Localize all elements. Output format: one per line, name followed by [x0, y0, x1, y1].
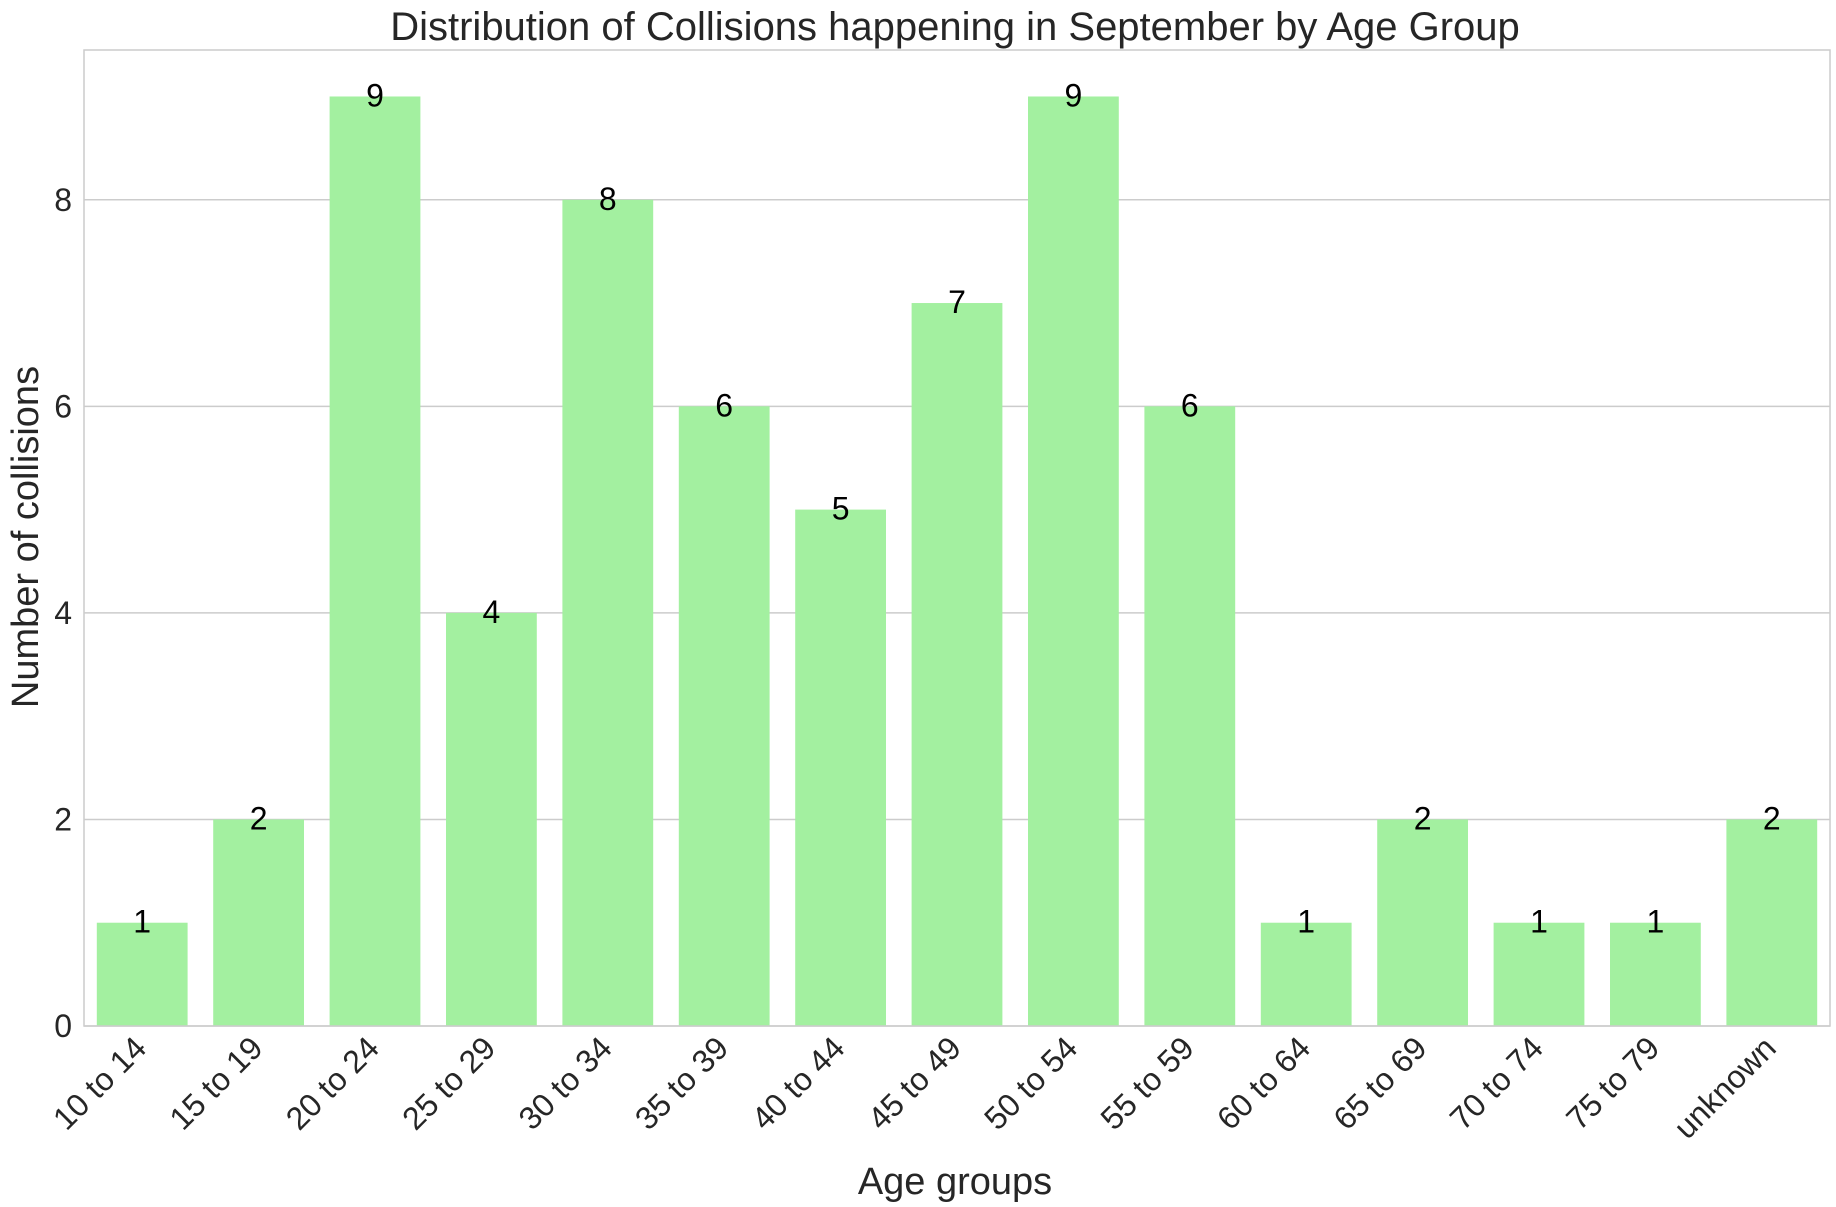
bar-value-label: 6 — [715, 387, 733, 423]
bar — [213, 819, 304, 1026]
bar-value-label: 4 — [483, 594, 501, 630]
bar — [1028, 96, 1119, 1026]
y-tick-label: 0 — [54, 1008, 72, 1044]
y-tick-label: 6 — [54, 388, 72, 424]
bars — [96, 96, 1818, 1027]
x-tick-label: 60 to 64 — [1210, 1029, 1317, 1136]
bar — [562, 199, 654, 1027]
x-tick-label: 35 to 39 — [628, 1029, 735, 1136]
x-tick-label: 50 to 54 — [977, 1029, 1084, 1136]
y-tick-label: 4 — [54, 595, 72, 631]
bar-value-label: 6 — [1181, 387, 1199, 423]
bar — [329, 96, 421, 1026]
bar-value-label: 1 — [1297, 904, 1315, 940]
bar-value-label: 1 — [133, 904, 151, 940]
bar — [96, 922, 188, 1026]
bar — [1493, 922, 1585, 1026]
bar — [1144, 406, 1236, 1026]
bar-value-label: 9 — [1065, 77, 1083, 113]
x-axis-ticks: 10 to 14 15 to 19 20 to 24 25 to 29 30 to 34… — [46, 1029, 1783, 1145]
chart-title: Distribution of Collisions happening in … — [390, 5, 1520, 49]
x-tick-label: 70 to 74 — [1443, 1029, 1550, 1136]
bar-value-label: 8 — [599, 181, 617, 217]
x-tick-label: 75 to 79 — [1559, 1029, 1666, 1136]
bar — [1260, 922, 1352, 1026]
y-tick-label: 2 — [54, 801, 72, 837]
x-tick-label: 55 to 59 — [1094, 1029, 1201, 1136]
bar-value-label: 2 — [1763, 800, 1781, 836]
x-tick-label: 15 to 19 — [162, 1029, 269, 1136]
bar — [795, 509, 886, 1026]
bar — [911, 303, 1003, 1026]
y-tick-label: 8 — [54, 182, 72, 218]
bar — [1610, 922, 1701, 1026]
bar — [1377, 819, 1468, 1026]
x-tick-label: unknown — [1667, 1029, 1783, 1145]
x-tick-label: 25 to 29 — [395, 1029, 502, 1136]
bar — [446, 612, 537, 1026]
x-tick-label: 45 to 49 — [861, 1029, 968, 1136]
plot-frame — [83, 49, 1831, 1027]
bar-value-label: 2 — [1414, 800, 1432, 836]
bar-value-label: 5 — [832, 491, 850, 527]
bar-value-label: 1 — [1530, 904, 1548, 940]
x-tick-label: 65 to 69 — [1326, 1029, 1433, 1136]
data-labels: 1 2 9 4 8 6 5 7 9 6 1 2 1 1 2 — [133, 77, 1780, 939]
bar-value-label: 1 — [1647, 904, 1665, 940]
bar — [1726, 819, 1818, 1026]
x-tick-label: 10 to 14 — [46, 1029, 153, 1136]
x-tick-label: 20 to 24 — [279, 1029, 386, 1136]
bar-value-label: 2 — [250, 800, 268, 836]
x-tick-label: 30 to 34 — [512, 1029, 619, 1136]
bar-value-label: 9 — [366, 77, 384, 113]
bar — [678, 406, 770, 1026]
x-tick-label: 40 to 44 — [744, 1029, 851, 1136]
y-axis-label: Number of collisions — [5, 366, 47, 708]
x-axis-label: Age groups — [858, 1161, 1052, 1203]
bar-value-label: 7 — [948, 284, 966, 320]
y-axis-ticks: 0 2 4 6 8 — [54, 182, 72, 1044]
